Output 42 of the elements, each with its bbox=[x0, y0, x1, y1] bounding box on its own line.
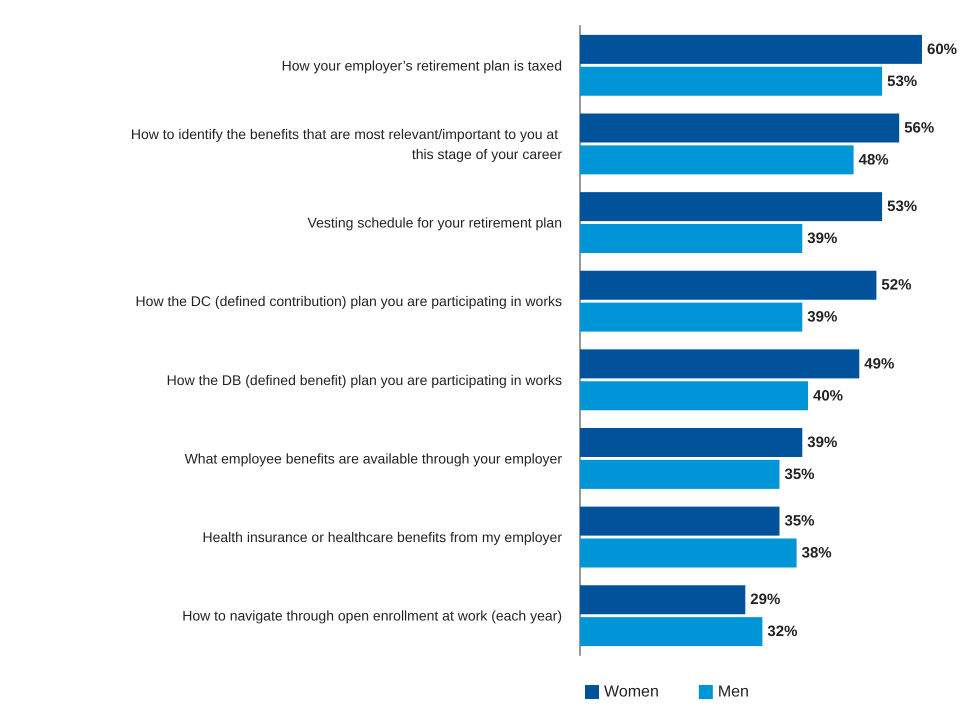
bar bbox=[580, 192, 882, 222]
bar bbox=[580, 302, 802, 332]
data-label: 40% bbox=[813, 387, 844, 404]
y-tick-label: Vesting schedule for your retirement plan bbox=[308, 214, 562, 231]
y-tick-label: Health insurance or healthcare benefits from my employer bbox=[202, 529, 562, 546]
data-label: 39% bbox=[807, 230, 838, 248]
data-label: 39% bbox=[807, 308, 838, 326]
y-tick-label: How the DB (defined benefit) plan you are participating in works bbox=[166, 372, 562, 388]
data-label: 48% bbox=[858, 151, 889, 168]
y-tick-label: What employee benefits are available through your employer bbox=[184, 450, 562, 466]
data-label: 39% bbox=[807, 434, 838, 451]
data-label: 53% bbox=[887, 198, 918, 216]
bar bbox=[580, 381, 808, 410]
legend-label: Women bbox=[604, 684, 659, 700]
y-tick-label: How the DC (defined contribution) plan you are participating in works bbox=[136, 293, 562, 310]
bar bbox=[580, 34, 922, 64]
bar bbox=[580, 538, 797, 568]
bar bbox=[580, 506, 780, 536]
data-label: 60% bbox=[927, 40, 958, 58]
bar bbox=[580, 145, 854, 174]
data-label: 56% bbox=[904, 119, 934, 136]
data-label: 32% bbox=[767, 623, 798, 640]
bar bbox=[580, 349, 860, 378]
bar bbox=[580, 113, 900, 142]
data-label: 35% bbox=[784, 466, 815, 483]
data-label: 49% bbox=[864, 355, 894, 372]
bar bbox=[580, 66, 882, 96]
data-label: 52% bbox=[881, 276, 912, 294]
data-label: 29% bbox=[750, 591, 780, 608]
data-label: 53% bbox=[887, 72, 918, 90]
y-tick-label: How to identify the benefits that are most relevant/important to you at this stage of your career bbox=[130, 126, 562, 162]
data-label: 38% bbox=[802, 544, 832, 562]
legend-label: Men bbox=[718, 684, 749, 700]
bar bbox=[580, 428, 802, 457]
y-tick-label: How your employer’s retirement plan is taxed bbox=[282, 57, 562, 74]
bar bbox=[580, 617, 762, 646]
data-label: 35% bbox=[784, 512, 815, 530]
y-tick-label: How to navigate through open enrollment at work (each year) bbox=[182, 608, 562, 624]
bar bbox=[580, 585, 746, 614]
bar bbox=[580, 460, 780, 489]
bar bbox=[580, 224, 802, 254]
bar bbox=[580, 270, 876, 300]
